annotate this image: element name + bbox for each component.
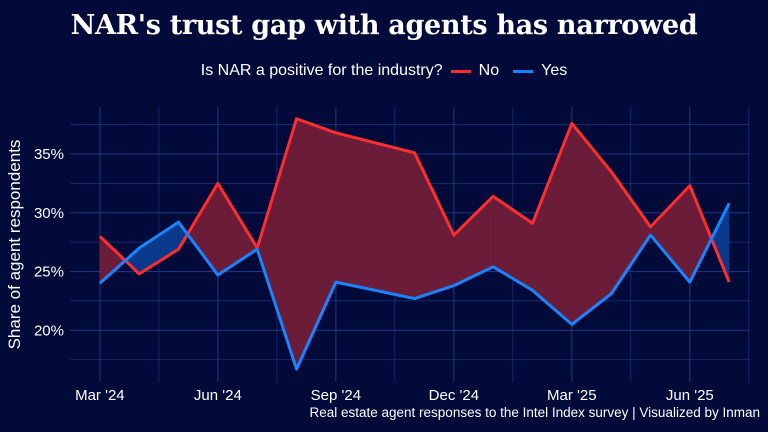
y-axis-label: Share of agent respondents bbox=[5, 140, 24, 350]
gap-ribbon bbox=[611, 171, 651, 294]
series-line-no bbox=[98, 117, 731, 283]
gap-ribbon bbox=[689, 185, 712, 283]
gap-ribbon bbox=[187, 183, 218, 276]
x-tick-label: Mar '25 bbox=[547, 387, 597, 404]
x-tick-label: Mar '24 bbox=[75, 387, 125, 404]
gap-ribbon bbox=[711, 203, 730, 283]
gap-ribbon bbox=[532, 123, 572, 325]
x-tick-label: Jun '25 bbox=[666, 387, 714, 404]
gap-ribbon bbox=[125, 248, 140, 274]
gap-ribbon bbox=[296, 118, 336, 370]
gap-ribbon bbox=[335, 132, 415, 299]
legend-swatch-yes bbox=[513, 69, 534, 73]
gap-ribbon bbox=[493, 196, 533, 291]
gap-ribbon bbox=[650, 185, 690, 283]
legend-title: Is NAR a positive for the industry? bbox=[200, 62, 443, 79]
gap-ribbon bbox=[571, 123, 612, 325]
legend: Is NAR a positive for the industry? No Y… bbox=[0, 62, 768, 80]
gap-ribbon bbox=[99, 236, 126, 284]
gap-ribbon bbox=[414, 152, 454, 299]
caption: Real estate agent responses to the Intel… bbox=[309, 405, 760, 420]
gap-ribbon bbox=[257, 118, 297, 370]
gap-ribbon bbox=[178, 222, 188, 250]
chart-title: NAR's trust gap with agents has narrowed bbox=[70, 10, 698, 41]
legend-swatch-no bbox=[450, 69, 471, 73]
legend-label-no: No bbox=[478, 62, 500, 79]
gap-ribbon bbox=[139, 222, 179, 274]
x-tick-label: Jun '24 bbox=[194, 387, 242, 404]
gap-ribbon bbox=[453, 196, 494, 286]
y-tick-label: 20% bbox=[34, 322, 64, 339]
y-tick-label: 35% bbox=[34, 146, 64, 163]
y-tick-label: 25% bbox=[34, 264, 64, 281]
x-tick-label: Dec '24 bbox=[429, 387, 479, 404]
legend-label-yes: Yes bbox=[541, 62, 568, 79]
y-tick-label: 30% bbox=[34, 205, 64, 222]
gap-ribbon bbox=[217, 183, 258, 276]
series-line-yes bbox=[98, 202, 731, 371]
x-tick-label: Sep '24 bbox=[311, 387, 361, 404]
